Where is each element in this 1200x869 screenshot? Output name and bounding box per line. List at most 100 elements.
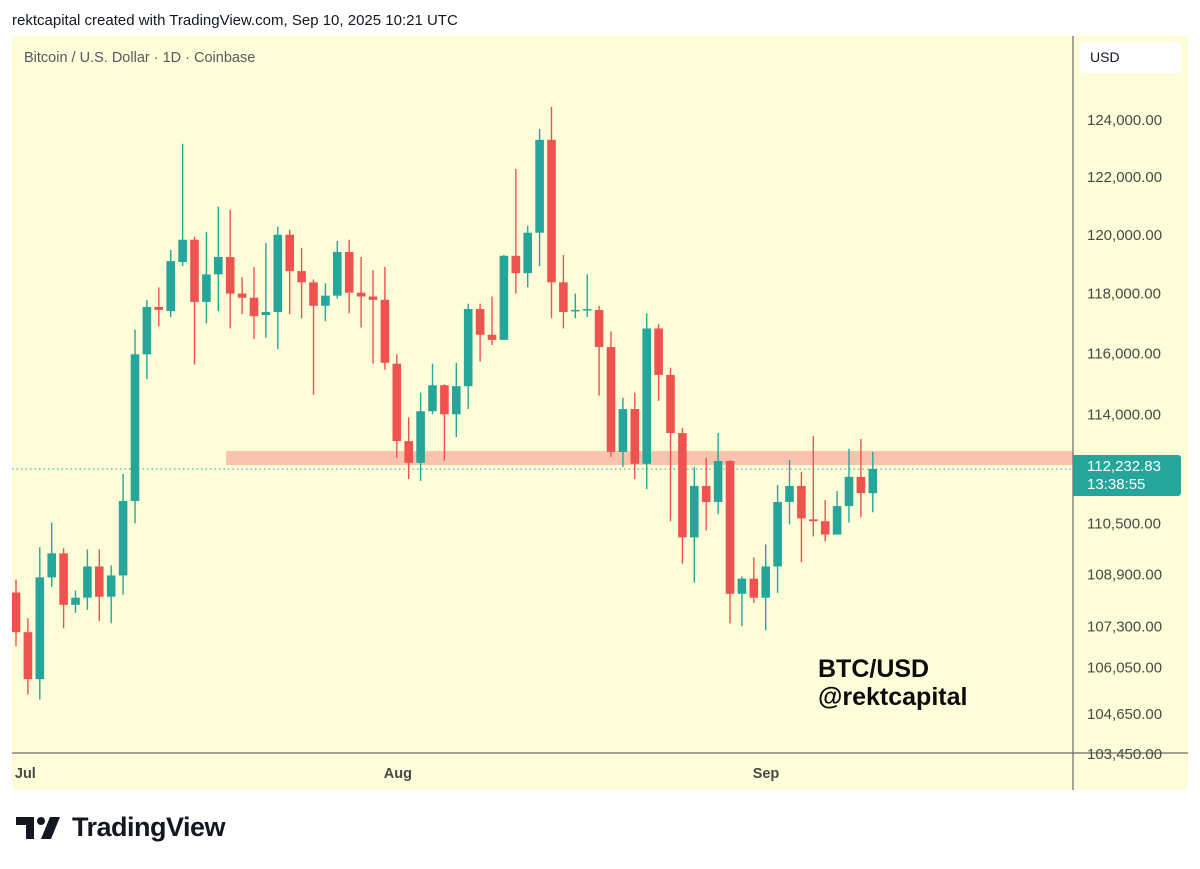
candle <box>297 247 306 319</box>
candle-body <box>404 441 413 463</box>
candle <box>35 547 45 700</box>
candle <box>273 226 283 350</box>
candle-body <box>428 385 437 412</box>
candle-countdown: 13:38:55 <box>1087 476 1146 493</box>
candle <box>785 460 794 525</box>
candle-body <box>547 139 556 283</box>
candle-body <box>844 476 854 507</box>
price-tick-label: 120,000.00 <box>1087 227 1162 244</box>
candle-body <box>713 460 723 502</box>
candle-body <box>309 282 318 306</box>
candle <box>820 500 830 542</box>
candle-body <box>618 409 628 452</box>
candle-body <box>273 234 283 313</box>
candle-body <box>761 566 770 598</box>
candle <box>809 436 818 537</box>
candle-body <box>642 328 651 464</box>
candle-body <box>35 577 45 680</box>
candle-body <box>606 347 616 452</box>
candle-body <box>12 592 21 633</box>
time-axis[interactable]: Jul Aug Sep <box>15 766 780 782</box>
candle <box>333 240 342 299</box>
candle <box>594 305 604 396</box>
currency-button[interactable]: USD <box>1080 42 1181 73</box>
price-tick-label: 124,000.00 <box>1087 112 1162 129</box>
candle <box>547 107 556 319</box>
chart-attribution: rektcapital created with TradingView.com… <box>12 12 458 29</box>
candle <box>452 362 461 438</box>
candle-body <box>249 297 259 317</box>
candle-body <box>59 553 68 605</box>
candle <box>630 392 640 480</box>
candle <box>440 384 449 461</box>
candle <box>535 129 544 267</box>
price-tick-label: 103,450.00 <box>1087 746 1162 763</box>
candle-body <box>23 632 33 680</box>
candle-body <box>71 597 80 605</box>
candle-body <box>487 334 497 340</box>
price-axis[interactable]: 124,000.00 122,000.00 120,000.00 118,000.00… <box>1087 112 1162 763</box>
price-tick-label: 107,300.00 <box>1087 618 1162 635</box>
candle <box>428 363 437 415</box>
candle <box>309 279 318 395</box>
candle <box>285 229 294 315</box>
candle-body <box>321 295 330 306</box>
candle-body <box>559 282 568 313</box>
candle-body <box>237 293 247 298</box>
candle-body <box>285 234 294 272</box>
price-tick-label: 106,050.00 <box>1087 659 1162 676</box>
candle-body <box>582 309 592 311</box>
candle <box>392 354 402 458</box>
candle-body <box>654 328 663 375</box>
candle <box>749 557 759 603</box>
candle <box>832 490 842 535</box>
candle <box>380 266 390 370</box>
candle <box>404 417 413 480</box>
candle <box>47 522 56 587</box>
candle-body <box>785 485 794 502</box>
candle-body <box>190 239 199 302</box>
tradingview-logo[interactable]: TradingView <box>16 812 226 843</box>
candle <box>797 471 806 563</box>
candle <box>690 466 699 583</box>
plot-area <box>12 107 1073 700</box>
candle-body <box>678 433 687 538</box>
candle-body <box>666 374 675 434</box>
candle <box>71 590 80 613</box>
candle <box>523 225 532 288</box>
candle-body <box>797 485 806 519</box>
candle-body <box>820 521 830 535</box>
candle <box>214 206 223 312</box>
candle <box>12 579 21 647</box>
candle <box>642 313 651 490</box>
candle <box>701 457 711 531</box>
candle <box>202 231 211 324</box>
candle-body <box>452 386 461 415</box>
candle <box>559 254 568 329</box>
candle <box>582 274 592 318</box>
symbol-info[interactable]: Bitcoin / U.S. Dollar · 1D · Coinbase <box>24 50 256 66</box>
candle-body <box>83 566 92 598</box>
candle-body <box>166 261 175 312</box>
candle <box>761 544 770 631</box>
price-tick-label: 116,000.00 <box>1087 345 1161 362</box>
candle <box>773 485 782 593</box>
candle <box>142 299 152 380</box>
candle-body <box>142 306 152 355</box>
candle-body <box>440 385 449 415</box>
price-tick-label: 114,000.00 <box>1087 406 1161 423</box>
price-tick-label: 104,650.00 <box>1087 706 1162 723</box>
candle <box>190 236 199 365</box>
time-tick-label: Sep <box>753 766 780 782</box>
candle-body <box>701 485 711 502</box>
time-tick-label: Jul <box>15 766 36 782</box>
watermark-symbol: BTC/USD <box>818 655 930 683</box>
candle <box>83 549 92 611</box>
candle <box>368 270 378 364</box>
candle-body <box>690 485 699 538</box>
candle <box>178 143 187 267</box>
candle <box>713 433 723 515</box>
candle-body <box>523 232 532 274</box>
candle-body <box>535 139 544 233</box>
